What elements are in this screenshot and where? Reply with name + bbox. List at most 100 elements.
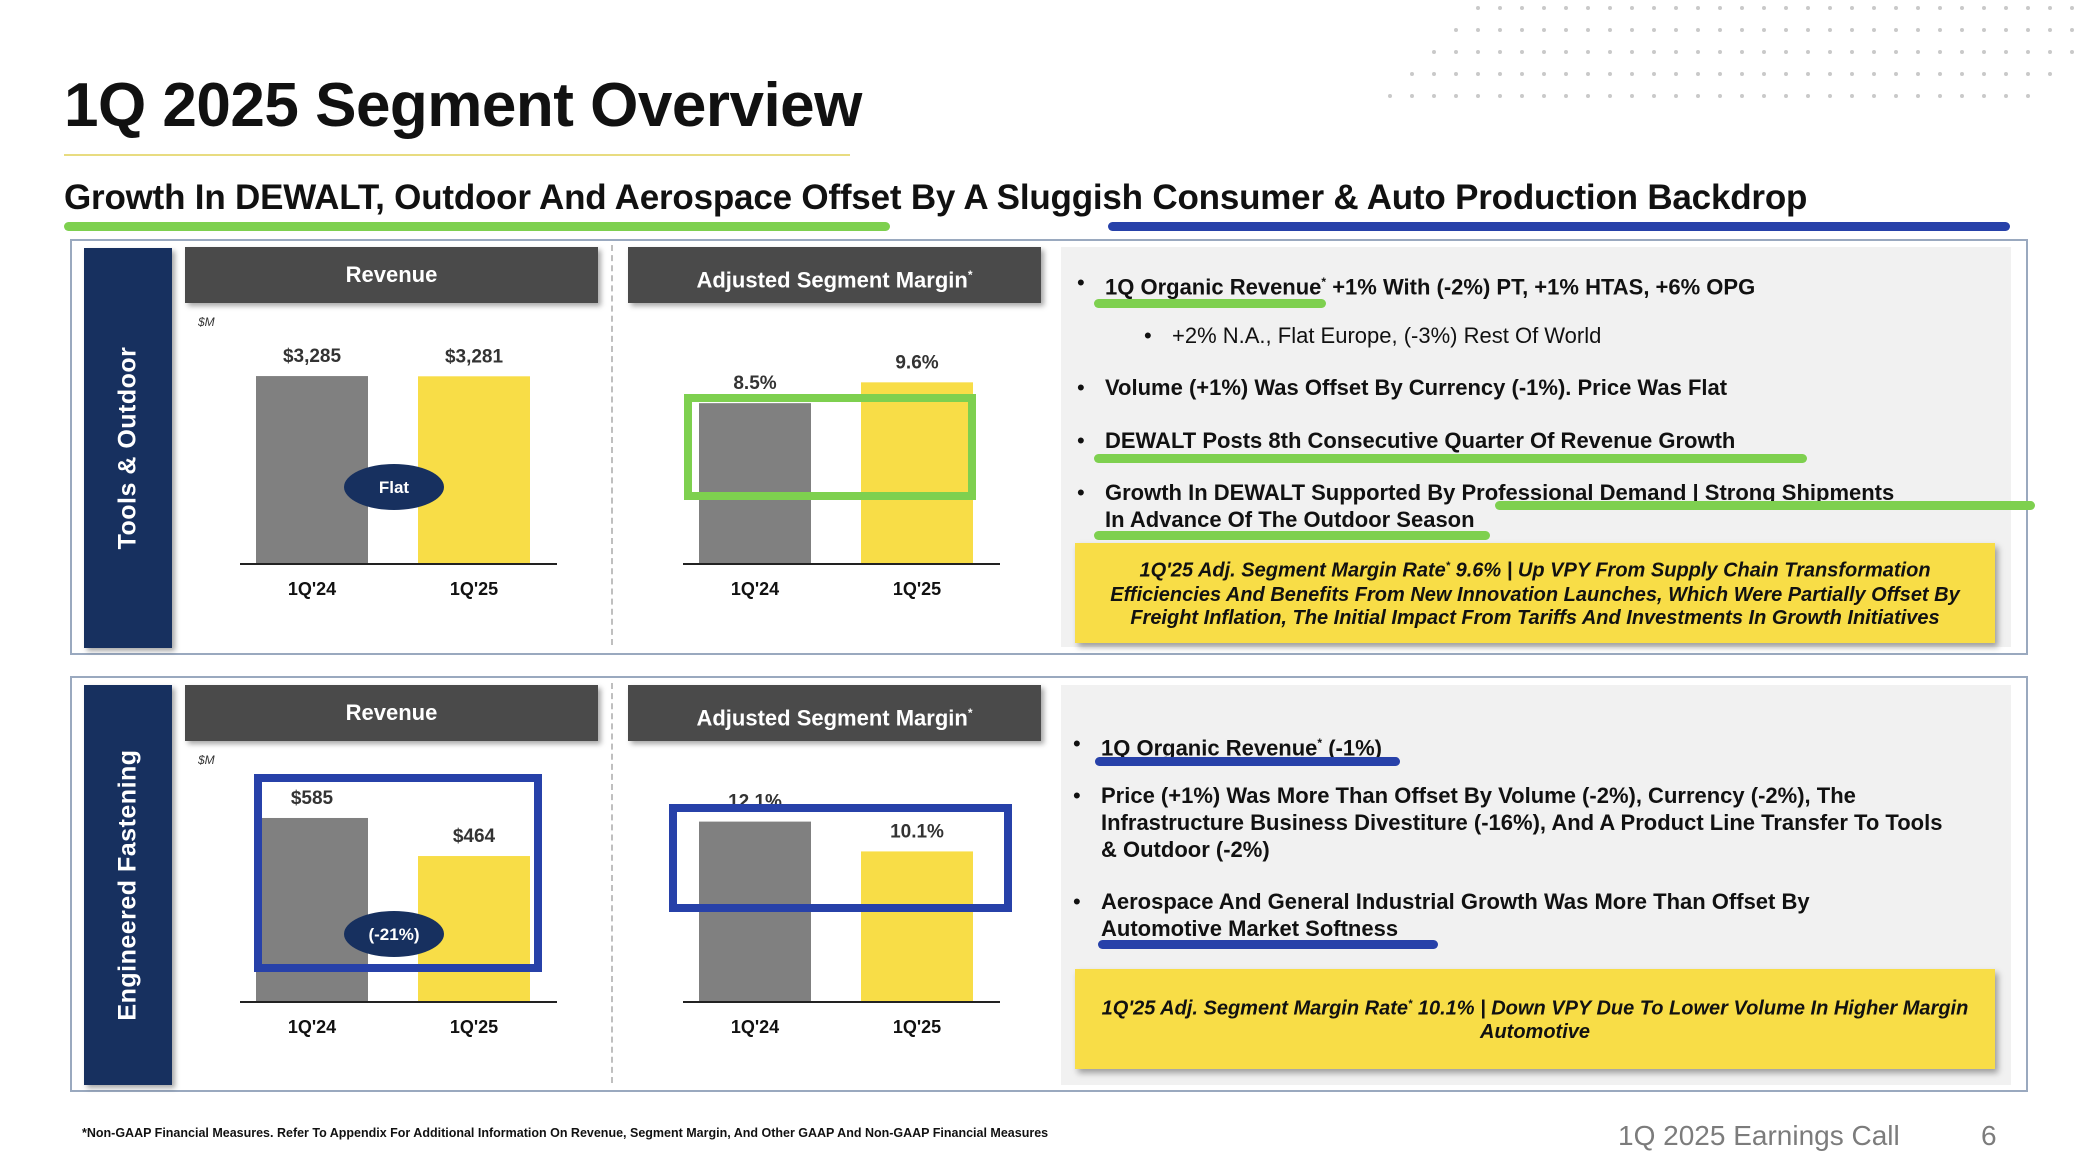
highlight-box bbox=[684, 394, 976, 500]
decorative-dot-pattern bbox=[1388, 6, 2074, 98]
pattern-dot bbox=[1784, 94, 1788, 98]
pattern-dot bbox=[1850, 94, 1854, 98]
pattern-dot bbox=[1872, 72, 1876, 76]
change-badge-label: Flat bbox=[379, 478, 410, 497]
pattern-dot bbox=[1630, 94, 1634, 98]
asterisk: * bbox=[1407, 998, 1413, 1011]
pattern-dot bbox=[2026, 6, 2030, 10]
bar-prior-year bbox=[256, 817, 368, 1002]
pattern-dot bbox=[1542, 6, 1546, 10]
pattern-dot bbox=[1432, 94, 1436, 98]
bullet-organic-revenue: • 1Q Organic Revenue* (-1%) bbox=[1073, 731, 1382, 761]
pattern-dot bbox=[1718, 94, 1722, 98]
highlight-underline bbox=[1094, 454, 1807, 463]
pattern-dot bbox=[1476, 28, 1480, 32]
pattern-dot bbox=[1630, 6, 1634, 10]
pattern-dot bbox=[1564, 72, 1568, 76]
pattern-dot bbox=[1938, 50, 1942, 54]
bullet-text: Volume (+1%) Was Offset By Currency (-1%… bbox=[1105, 375, 1728, 400]
unit-label: $M bbox=[198, 315, 215, 329]
category-tick-label: 1Q'25 bbox=[893, 1017, 941, 1037]
pattern-dot bbox=[1542, 50, 1546, 54]
pattern-dot bbox=[1674, 6, 1678, 10]
pattern-dot bbox=[1608, 50, 1612, 54]
pattern-dot bbox=[1894, 50, 1898, 54]
pattern-dot bbox=[1498, 28, 1502, 32]
pattern-dot bbox=[1476, 6, 1480, 10]
pattern-dot bbox=[1410, 72, 1414, 76]
category-tick-label: 1Q'24 bbox=[288, 1017, 336, 1037]
pattern-dot bbox=[1828, 28, 1832, 32]
pattern-dot bbox=[1410, 94, 1414, 98]
commentary-box-tools-outdoor: • 1Q Organic Revenue* +1% With (-2%) PT, … bbox=[1061, 247, 2035, 647]
pattern-dot bbox=[1696, 72, 1700, 76]
pattern-dot bbox=[1938, 94, 1942, 98]
pattern-dot bbox=[2070, 50, 2074, 54]
pattern-dot bbox=[2004, 72, 2008, 76]
pattern-dot bbox=[1718, 6, 1722, 10]
chart-divider bbox=[611, 683, 613, 1083]
footnote: *Non-GAAP Financial Measures. Refer To A… bbox=[82, 1126, 1049, 1140]
pattern-dot bbox=[1718, 72, 1722, 76]
pattern-dot bbox=[1806, 94, 1810, 98]
pattern-dot bbox=[1652, 94, 1656, 98]
pattern-dot bbox=[1608, 6, 1612, 10]
pattern-dot bbox=[1674, 94, 1678, 98]
pattern-dot bbox=[1674, 50, 1678, 54]
pattern-dot bbox=[1498, 94, 1502, 98]
data-label: $3,285 bbox=[283, 346, 342, 367]
pattern-dot bbox=[2048, 28, 2052, 32]
pattern-dot bbox=[1784, 6, 1788, 10]
category-tick-label: 1Q'24 bbox=[731, 1017, 779, 1037]
pattern-dot bbox=[1542, 72, 1546, 76]
pattern-dot bbox=[1674, 72, 1678, 76]
margin-header-label: Adjusted Segment Margin bbox=[696, 267, 968, 293]
margin-chart-header: Adjusted Segment Margin* bbox=[628, 247, 1041, 303]
bar-current-year bbox=[861, 382, 973, 564]
category-tick-label: 1Q'24 bbox=[731, 579, 779, 599]
segment-name: Engineered Fastening bbox=[113, 749, 142, 1021]
pattern-dot bbox=[2004, 6, 2008, 10]
pattern-dot bbox=[1520, 94, 1524, 98]
pattern-dot bbox=[1718, 50, 1722, 54]
pattern-dot bbox=[1564, 28, 1568, 32]
pattern-dot bbox=[1806, 28, 1810, 32]
pattern-dot bbox=[1454, 28, 1458, 32]
page-subtitle: Growth In DEWALT, Outdoor And Aerospace … bbox=[64, 178, 1808, 217]
highlight-underline bbox=[1095, 757, 1400, 766]
pattern-dot bbox=[1586, 28, 1590, 32]
pattern-dot bbox=[1894, 28, 1898, 32]
bullet-text: 1Q Organic Revenue bbox=[1105, 274, 1322, 300]
pattern-dot bbox=[1828, 50, 1832, 54]
pattern-dot bbox=[1762, 72, 1766, 76]
bullet-text: DEWALT Posts 8th Consecutive Quarter Of … bbox=[1105, 428, 1736, 453]
pattern-dot bbox=[1520, 72, 1524, 76]
pattern-dot bbox=[1608, 28, 1612, 32]
pattern-dot bbox=[2004, 50, 2008, 54]
chart-divider bbox=[611, 245, 613, 645]
pattern-dot bbox=[2026, 72, 2030, 76]
pattern-dot bbox=[1872, 6, 1876, 10]
pattern-dot bbox=[1740, 50, 1744, 54]
pattern-dot bbox=[1476, 94, 1480, 98]
pattern-dot bbox=[1828, 72, 1832, 76]
callout-text: 1Q'25 Adj. Segment Margin Rate bbox=[1101, 997, 1408, 1020]
change-badge bbox=[344, 911, 444, 957]
bullet-text: +2% N.A., Flat Europe, (-3%) Rest Of Wor… bbox=[1172, 323, 1602, 348]
revenue-chart-header: Revenue bbox=[185, 247, 598, 303]
pattern-dot bbox=[1982, 28, 1986, 32]
bullet-aerospace: • Aerospace And General Industrial Growth… bbox=[1073, 889, 1810, 941]
pattern-dot bbox=[1982, 50, 1986, 54]
pattern-dot bbox=[1740, 72, 1744, 76]
revenue-header-label: Revenue bbox=[345, 262, 438, 287]
pattern-dot bbox=[1916, 50, 1920, 54]
revenue-chart-header: Revenue bbox=[185, 685, 598, 741]
margin-callout-tools-outdoor: 1Q'25 Adj. Segment Margin Rate* 9.6% | U… bbox=[1075, 543, 1995, 643]
pattern-dot bbox=[1520, 50, 1524, 54]
pattern-dot bbox=[1542, 94, 1546, 98]
pattern-dot bbox=[1784, 72, 1788, 76]
pattern-dot bbox=[1850, 50, 1854, 54]
pattern-dot bbox=[1696, 94, 1700, 98]
pattern-dot bbox=[1960, 50, 1964, 54]
highlight-box bbox=[669, 804, 1012, 912]
